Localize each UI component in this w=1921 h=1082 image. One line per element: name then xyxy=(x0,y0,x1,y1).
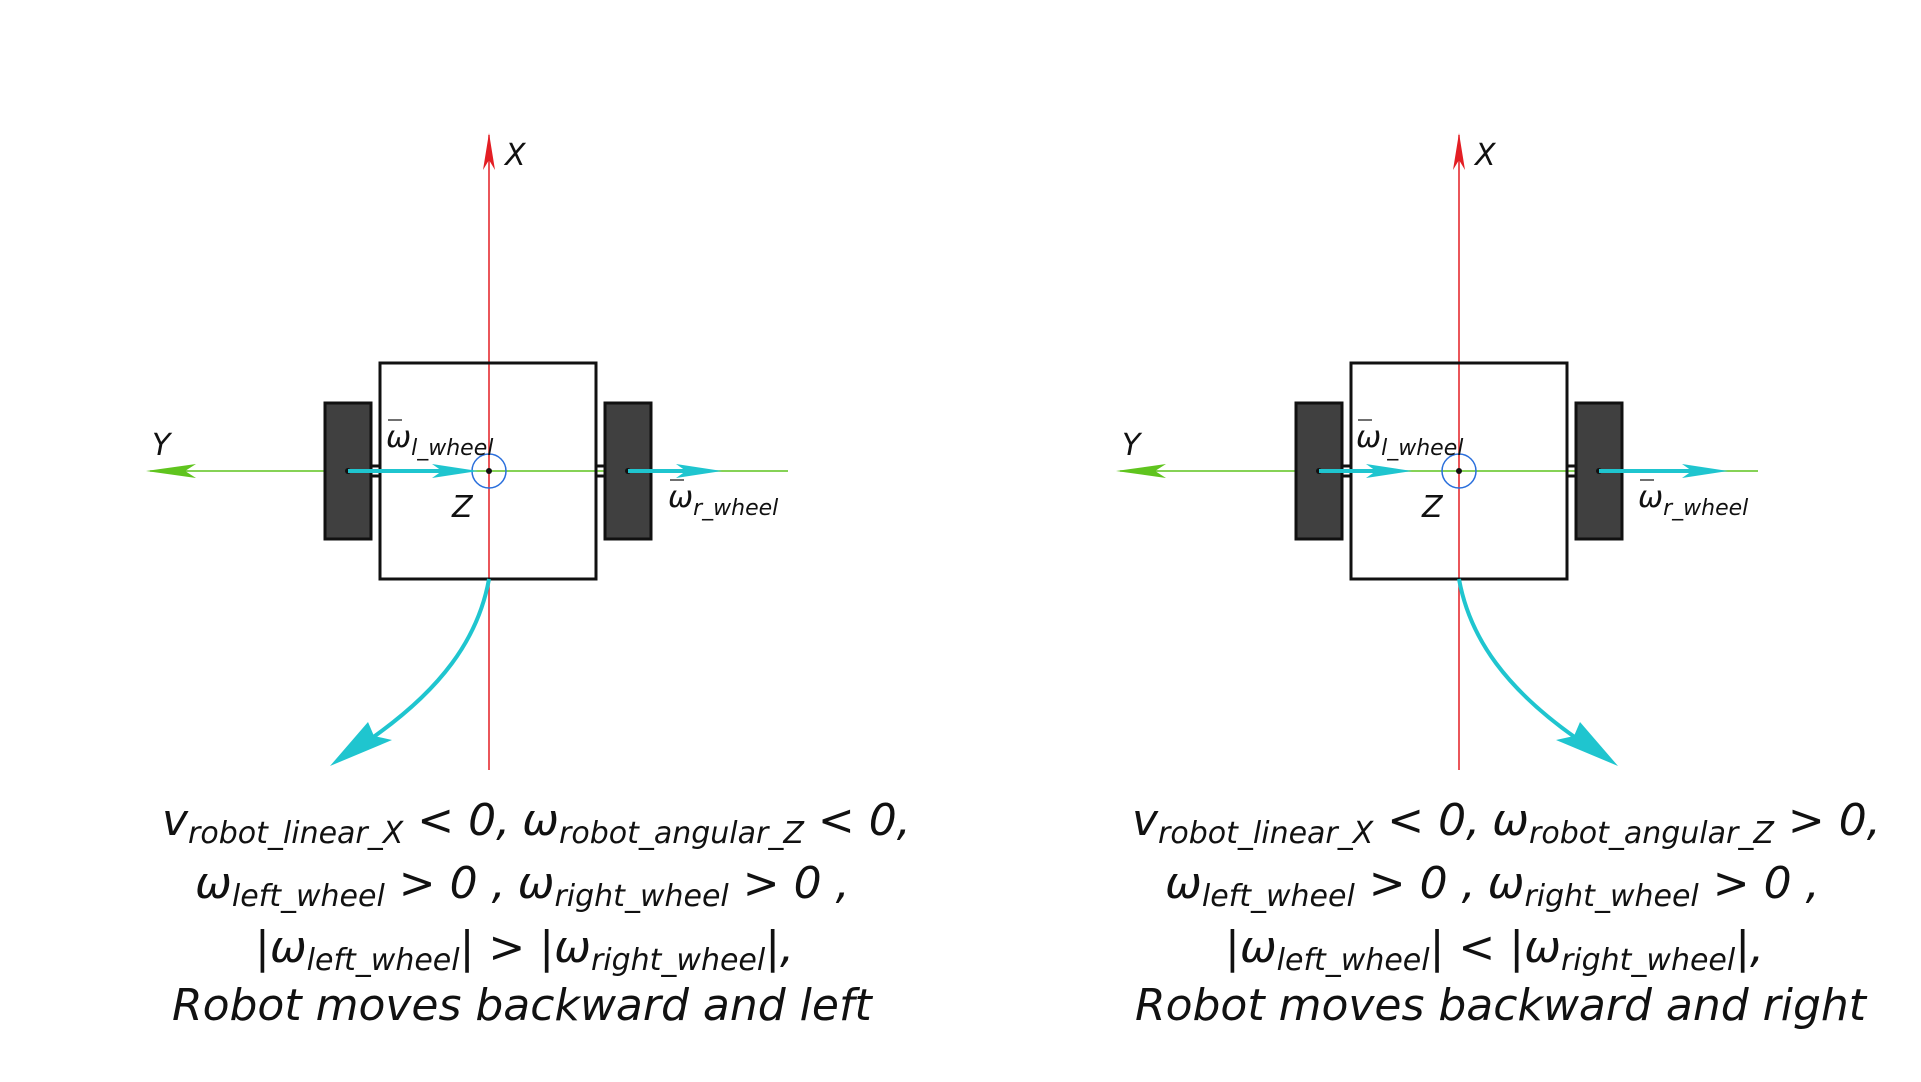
x-axis-arrowhead xyxy=(1453,133,1465,170)
condition-line-3: |ωleft_wheel| < |ωright_wheel|, xyxy=(1225,922,1764,978)
left-wheel-vector-label: ωl_wheel xyxy=(1356,420,1463,461)
left-wheel-vector-arrowhead xyxy=(1366,464,1412,478)
origin-dot xyxy=(486,468,492,474)
right-wheel-vector-label: ωr_wheel xyxy=(1638,480,1748,521)
condition-line-3: |ωleft_wheel| > |ωright_wheel|, xyxy=(255,922,794,978)
right-wheel-vector-arrowhead xyxy=(676,464,722,478)
y-axis-label: Y xyxy=(1122,428,1143,463)
panel-right: X Y Z ωl_wheel ωr_wheel vrobot_linear xyxy=(1116,133,1881,1031)
origin-dot xyxy=(1456,468,1462,474)
left-wheel-vector-arrowhead xyxy=(432,464,478,478)
condition-line-2: ωleft_wheel > 0 , ωright_wheel > 0 , xyxy=(195,858,850,914)
motion-arrow-head xyxy=(1556,722,1618,766)
origin-circle xyxy=(1441,453,1477,489)
x-axis-label: X xyxy=(503,138,527,173)
z-axis-label: Z xyxy=(1421,490,1444,525)
condition-line-1: vrobot_linear_X < 0, ωrobot_angular_Z > 0… xyxy=(1132,795,1881,851)
motion-arrow xyxy=(370,578,491,740)
condition-line-1: vrobot_linear_X < 0, ωrobot_angular_Z < 0… xyxy=(162,795,911,851)
motion-arrow xyxy=(1457,578,1578,740)
y-axis-label: Y xyxy=(152,428,173,463)
panel-left: X Y Z ωl_wheel ωr_wheel xyxy=(146,133,911,1031)
condition-line-2: ωleft_wheel > 0 , ωright_wheel > 0 , xyxy=(1165,858,1820,914)
caption: Robot moves backward and left xyxy=(172,980,873,1031)
caption: Robot moves backward and right xyxy=(1135,980,1868,1031)
right-wheel-vector-label: ωr_wheel xyxy=(668,480,778,521)
y-axis-arrowhead xyxy=(1116,464,1166,478)
motion-arrow-head xyxy=(330,722,392,766)
y-axis-arrowhead xyxy=(146,464,196,478)
x-axis-label: X xyxy=(1473,138,1497,173)
x-axis-arrowhead xyxy=(483,133,495,170)
right-wheel-vector-arrowhead xyxy=(1682,464,1728,478)
z-axis-label: Z xyxy=(451,490,474,525)
left-wheel-vector-label: ωl_wheel xyxy=(386,420,493,461)
